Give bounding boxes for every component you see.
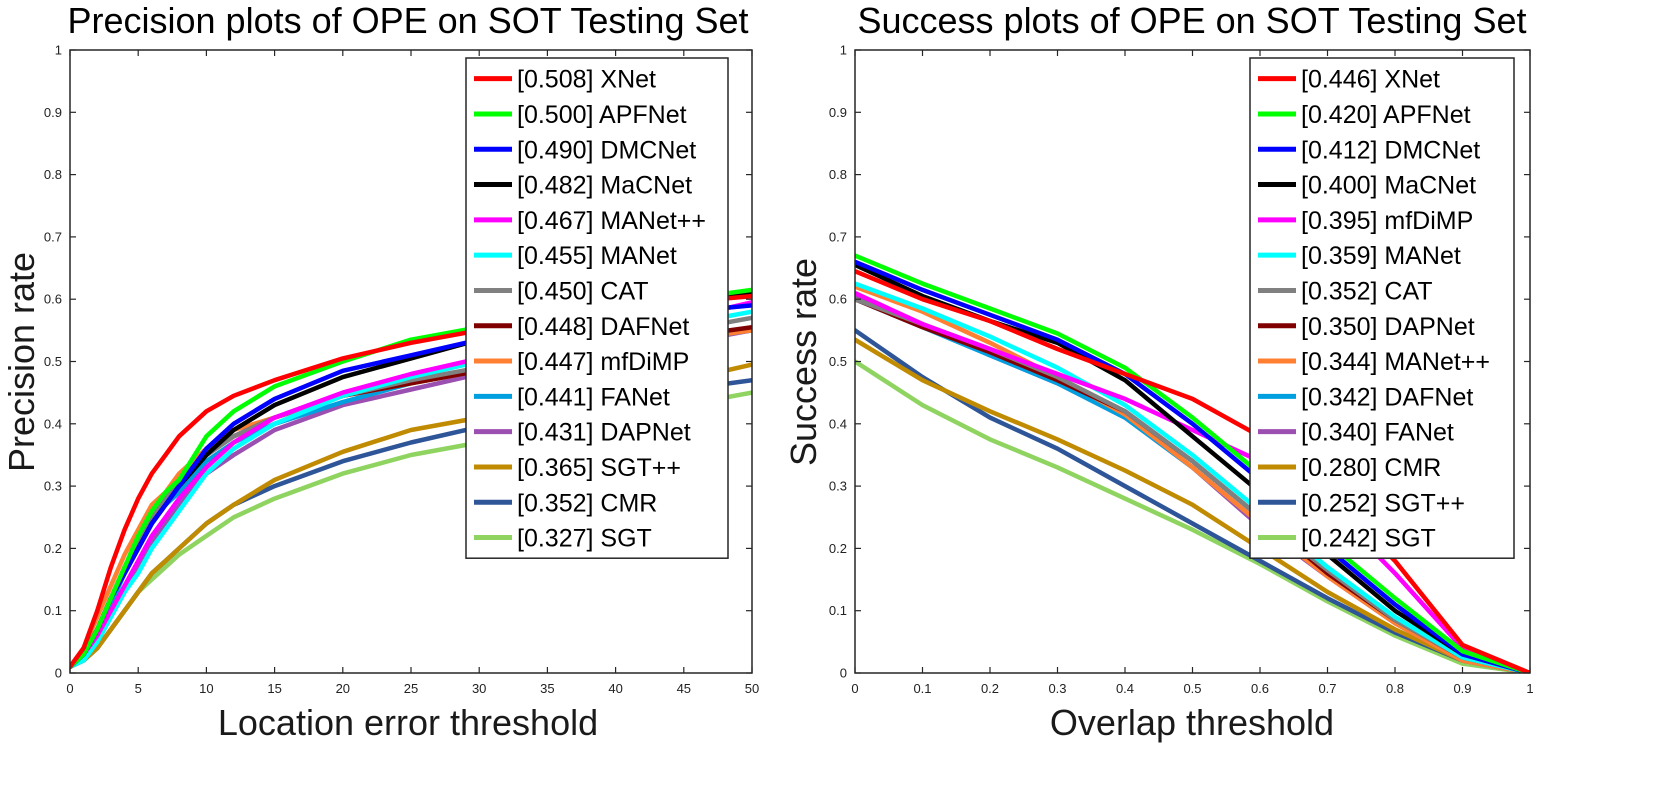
legend-label: [0.252] SGT++ (1301, 489, 1465, 517)
legend-label: [0.365] SGT++ (517, 454, 681, 482)
x-tick-label: 5 (135, 681, 142, 696)
x-tick-label: 0.9 (1453, 681, 1471, 696)
x-tick-label: 0.3 (1048, 681, 1066, 696)
legend-label: [0.450] CAT (517, 277, 649, 305)
y-tick-label: 0 (840, 666, 847, 681)
legend-label: [0.352] CMR (517, 489, 657, 517)
x-tick-label: 0 (66, 681, 73, 696)
x-tick-label: 0.7 (1318, 681, 1336, 696)
y-tick-label: 0.4 (44, 416, 62, 431)
x-tick-label: 10 (199, 681, 213, 696)
legend-label: [0.352] CAT (1301, 277, 1433, 305)
y-tick-label: 0.9 (44, 105, 62, 120)
series-line (855, 268, 1530, 673)
series-line (855, 337, 1530, 673)
y-tick-label: 0.2 (829, 541, 847, 556)
legend-label: [0.344] MANet++ (1301, 348, 1490, 376)
x-tick-label: 0.6 (1251, 681, 1269, 696)
x-tick-label: 20 (336, 681, 350, 696)
x-tick-label: 45 (677, 681, 691, 696)
y-tick-label: 1 (55, 43, 62, 58)
y-tick-label: 0.8 (44, 167, 62, 182)
series-line (855, 359, 1530, 673)
legend-label: [0.500] APFNet (517, 101, 687, 129)
legend-label: [0.431] DAPNet (517, 419, 691, 447)
y-tick-label: 0.3 (829, 479, 847, 494)
y-tick-label: 0 (55, 666, 62, 681)
chart-title: Success plots of OPE on SOT Testing Set (857, 0, 1526, 41)
x-tick-label: 1 (1526, 681, 1533, 696)
legend-label: [0.395] mfDiMP (1301, 207, 1473, 235)
y-tick-label: 0.3 (44, 479, 62, 494)
y-tick-label: 0.7 (44, 229, 62, 244)
legend-label: [0.340] FANet (1301, 419, 1454, 447)
legend-label: [0.420] APFNet (1301, 101, 1471, 129)
legend-label: [0.467] MANet++ (517, 207, 706, 235)
y-tick-label: 0.1 (44, 603, 62, 618)
y-tick-label: 0.6 (829, 292, 847, 307)
x-tick-label: 15 (267, 681, 281, 696)
legend-label: [0.508] XNet (517, 66, 656, 94)
x-tick-label: 0 (851, 681, 858, 696)
x-tick-label: 0.1 (913, 681, 931, 696)
series-line (855, 281, 1530, 673)
x-tick-label: 40 (608, 681, 622, 696)
y-tick-label: 0.5 (829, 354, 847, 369)
x-tick-label: 35 (540, 681, 554, 696)
x-tick-label: 0.5 (1183, 681, 1201, 696)
x-axis-label: Overlap threshold (1050, 702, 1334, 743)
legend-label: [0.242] SGT (1301, 525, 1436, 553)
y-tick-label: 0.7 (829, 229, 847, 244)
chart-title: Precision plots of OPE on SOT Testing Se… (67, 0, 748, 41)
x-tick-label: 25 (404, 681, 418, 696)
y-tick-label: 0.6 (44, 292, 62, 307)
series-lines (855, 253, 1530, 673)
series-line (855, 284, 1530, 673)
y-tick-label: 0.2 (44, 541, 62, 556)
legend: [0.446] XNet [0.420] APFNet [0.412] DMCNet… (1249, 57, 1515, 559)
legend-label: [0.490] DMCNet (517, 136, 696, 164)
y-tick-label: 1 (840, 43, 847, 58)
legend-label: [0.447] mfDiMP (517, 348, 689, 376)
legend-label: [0.327] SGT (517, 525, 652, 553)
legend-label: [0.359] MANet (1301, 242, 1461, 270)
legend-box (1249, 57, 1515, 559)
x-tick-label: 0.4 (1116, 681, 1134, 696)
y-tick-label: 0.8 (829, 167, 847, 182)
x-tick-label: 0.2 (981, 681, 999, 696)
legend-box (465, 57, 729, 559)
success-plot-panel: Success plots of OPE on SOT Testing Set 0… (783, 0, 1534, 743)
legend-label: [0.400] MaCNet (1301, 172, 1476, 200)
series-line (855, 259, 1530, 673)
precision-plot-panel: Precision plots of OPE on SOT Testing Se… (1, 0, 759, 743)
y-axis-label: Precision rate (1, 252, 42, 472)
legend: [0.508] XNet [0.500] APFNet [0.490] DMCNet… (465, 57, 729, 559)
y-tick-label: 0.4 (829, 416, 847, 431)
series-line (855, 290, 1530, 673)
x-tick-label: 30 (472, 681, 486, 696)
x-tick-label: 0.8 (1386, 681, 1404, 696)
x-axis-label: Location error threshold (218, 702, 598, 743)
y-tick-label: 0.9 (829, 105, 847, 120)
legend-label: [0.441] FANet (517, 383, 670, 411)
legend-label: [0.448] DAFNet (517, 313, 689, 341)
legend-label: [0.482] MaCNet (517, 172, 692, 200)
legend-label: [0.342] DAFNet (1301, 383, 1473, 411)
series-line (855, 253, 1530, 673)
legend-label: [0.280] CMR (1301, 454, 1441, 482)
legend-label: [0.350] DAPNet (1301, 313, 1475, 341)
y-tick-label: 0.5 (44, 354, 62, 369)
legend-label: [0.455] MANet (517, 242, 677, 270)
y-tick-label: 0.1 (829, 603, 847, 618)
x-tick-label: 50 (745, 681, 759, 696)
y-axis-label: Success rate (783, 258, 824, 466)
legend-label: [0.412] DMCNet (1301, 136, 1480, 164)
legend-label: [0.446] XNet (1301, 66, 1440, 94)
